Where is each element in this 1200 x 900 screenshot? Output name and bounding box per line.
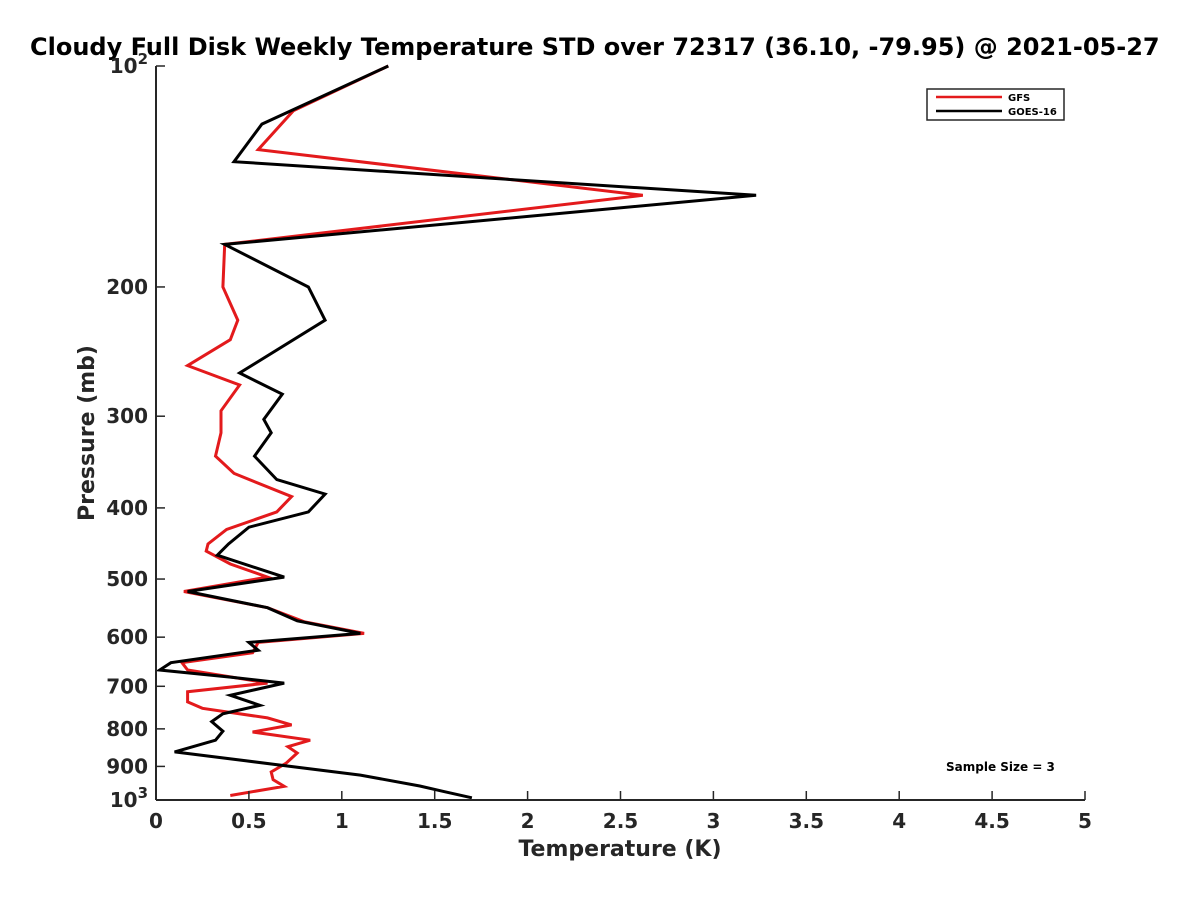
chart-title: Cloudy Full Disk Weekly Temperature STD … — [30, 33, 1160, 61]
x-tick-label: 4 — [892, 809, 906, 833]
legend-label-goes16: GOES-16 — [1008, 107, 1057, 118]
x-tick-label: 1 — [335, 809, 349, 833]
x-tick-label: 2 — [521, 809, 535, 833]
legend-box — [926, 88, 1065, 121]
y-tick-label: 700 — [106, 674, 148, 698]
series-line-goes16 — [155, 64, 757, 800]
y-tick-label: 500 — [106, 567, 148, 591]
y-tick-label: 900 — [106, 754, 148, 778]
y-tick-label: 103 — [110, 784, 148, 812]
y-tick-label: 400 — [106, 496, 148, 520]
y-tick-label: 600 — [106, 625, 148, 649]
x-tick-label: 3.5 — [789, 809, 824, 833]
x-tick-label: 0 — [149, 809, 163, 833]
x-axis-label: Temperature (K) — [518, 837, 721, 862]
legend: GFS GOES-16 — [926, 88, 1065, 121]
legend-label-gfs: GFS — [1008, 93, 1030, 104]
x-tick-label: 3 — [706, 809, 720, 833]
plot-area — [155, 64, 1085, 801]
x-tick-label: 0.5 — [231, 809, 266, 833]
x-tick-label: 5 — [1078, 809, 1092, 833]
sample-size-annotation: Sample Size = 3 — [946, 760, 1055, 774]
x-tick-label: 1.5 — [417, 809, 452, 833]
x-tick-label: 2.5 — [603, 809, 638, 833]
x-tick-label: 4.5 — [974, 809, 1009, 833]
y-tick-label: 800 — [106, 717, 148, 741]
y-axis-label: Pressure (mb) — [75, 345, 100, 521]
y-tick-label: 200 — [106, 275, 148, 299]
x-axis-ticks: 0 0.5 1 1.5 2 2.5 3 3.5 4 4.5 5 — [149, 791, 1092, 833]
series-layer — [155, 64, 757, 800]
y-axis-ticks: 102 200 300 400 500 600 700 800 900 103 — [106, 50, 165, 812]
y-tick-label: 102 — [110, 50, 148, 78]
y-tick-label: 300 — [106, 404, 148, 428]
series-line-gfs — [179, 64, 643, 797]
